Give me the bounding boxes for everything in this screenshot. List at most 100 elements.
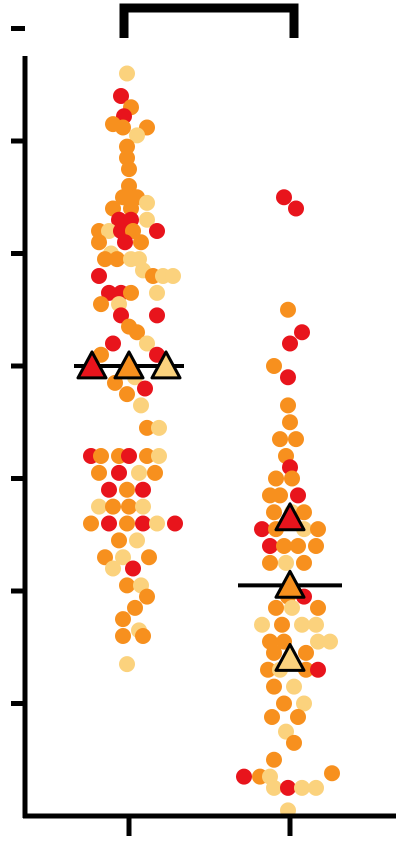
data-point xyxy=(324,765,340,782)
data-point xyxy=(266,751,282,768)
data-point xyxy=(141,549,157,566)
replicate-mean-marker xyxy=(113,350,145,380)
data-point xyxy=(167,515,183,532)
data-point xyxy=(117,234,133,251)
data-point xyxy=(294,616,310,633)
data-point xyxy=(115,628,131,644)
data-point xyxy=(278,723,294,740)
data-point xyxy=(296,554,312,571)
data-point xyxy=(133,234,149,251)
data-point xyxy=(139,588,155,605)
data-point xyxy=(111,532,127,549)
data-point xyxy=(280,397,296,414)
replicate-mean-marker xyxy=(274,569,306,599)
data-point xyxy=(149,284,165,301)
data-points xyxy=(83,65,340,819)
data-point xyxy=(310,521,326,538)
data-point xyxy=(165,268,181,284)
data-point xyxy=(266,358,282,374)
data-point xyxy=(123,284,139,301)
data-point xyxy=(113,88,129,104)
data-point xyxy=(284,599,300,616)
data-point xyxy=(296,504,312,521)
data-point xyxy=(278,554,294,571)
data-point xyxy=(276,189,292,206)
data-point xyxy=(308,616,324,633)
data-point xyxy=(119,577,135,594)
data-point xyxy=(147,464,163,481)
data-point xyxy=(91,234,107,251)
data-point xyxy=(272,431,288,448)
data-point xyxy=(119,386,135,403)
data-point xyxy=(125,560,141,577)
data-point xyxy=(276,538,292,554)
data-point xyxy=(131,464,147,481)
data-point xyxy=(288,200,304,217)
data-point xyxy=(282,414,298,431)
data-point xyxy=(294,324,310,341)
replicate-mean-marker xyxy=(274,502,306,532)
data-point xyxy=(119,138,135,155)
significance-bracket xyxy=(119,3,299,38)
data-point xyxy=(109,251,125,268)
data-point xyxy=(266,644,282,661)
data-point xyxy=(115,189,131,206)
data-point xyxy=(282,335,298,352)
data-point xyxy=(91,464,107,481)
replicate-mean-marker xyxy=(76,350,108,380)
data-point xyxy=(101,223,117,239)
data-point xyxy=(260,661,276,678)
data-point xyxy=(276,695,292,712)
data-point xyxy=(135,628,151,644)
data-point xyxy=(268,470,284,487)
data-point xyxy=(296,695,312,712)
data-point xyxy=(294,779,310,796)
data-point xyxy=(129,324,145,341)
data-point xyxy=(139,211,155,228)
x-axis xyxy=(23,813,396,836)
data-point xyxy=(284,470,300,487)
data-point xyxy=(113,307,129,324)
data-point xyxy=(286,734,302,751)
data-point xyxy=(266,779,282,796)
data-point xyxy=(119,481,135,498)
data-point xyxy=(236,768,252,785)
data-point xyxy=(149,223,165,239)
data-point xyxy=(151,448,167,464)
data-point xyxy=(121,161,137,178)
data-point xyxy=(105,498,121,515)
data-point xyxy=(290,487,306,504)
data-point xyxy=(91,268,107,284)
data-point xyxy=(101,284,117,301)
data-point xyxy=(262,554,278,571)
data-point xyxy=(121,448,137,464)
data-point xyxy=(254,616,270,633)
data-point xyxy=(262,538,278,554)
data-point xyxy=(119,65,135,82)
data-point xyxy=(97,251,113,268)
data-point xyxy=(135,498,151,515)
data-point xyxy=(151,419,167,436)
data-point xyxy=(93,296,109,313)
replicate-mean-marker xyxy=(150,350,182,380)
data-point xyxy=(310,599,326,616)
data-point xyxy=(135,481,151,498)
data-point xyxy=(121,498,137,515)
data-point xyxy=(286,678,302,695)
data-point xyxy=(288,431,304,448)
data-point xyxy=(298,644,314,661)
data-point xyxy=(133,397,149,414)
replicate-mean-marker xyxy=(274,643,306,672)
data-point xyxy=(280,779,296,796)
data-point xyxy=(290,538,306,554)
data-point xyxy=(290,709,306,725)
data-point xyxy=(310,633,326,650)
data-point xyxy=(127,599,143,616)
data-point xyxy=(105,335,121,352)
data-point xyxy=(280,369,296,386)
data-point xyxy=(129,532,145,549)
data-point xyxy=(115,611,131,628)
data-point xyxy=(111,464,127,481)
data-point xyxy=(97,549,113,566)
